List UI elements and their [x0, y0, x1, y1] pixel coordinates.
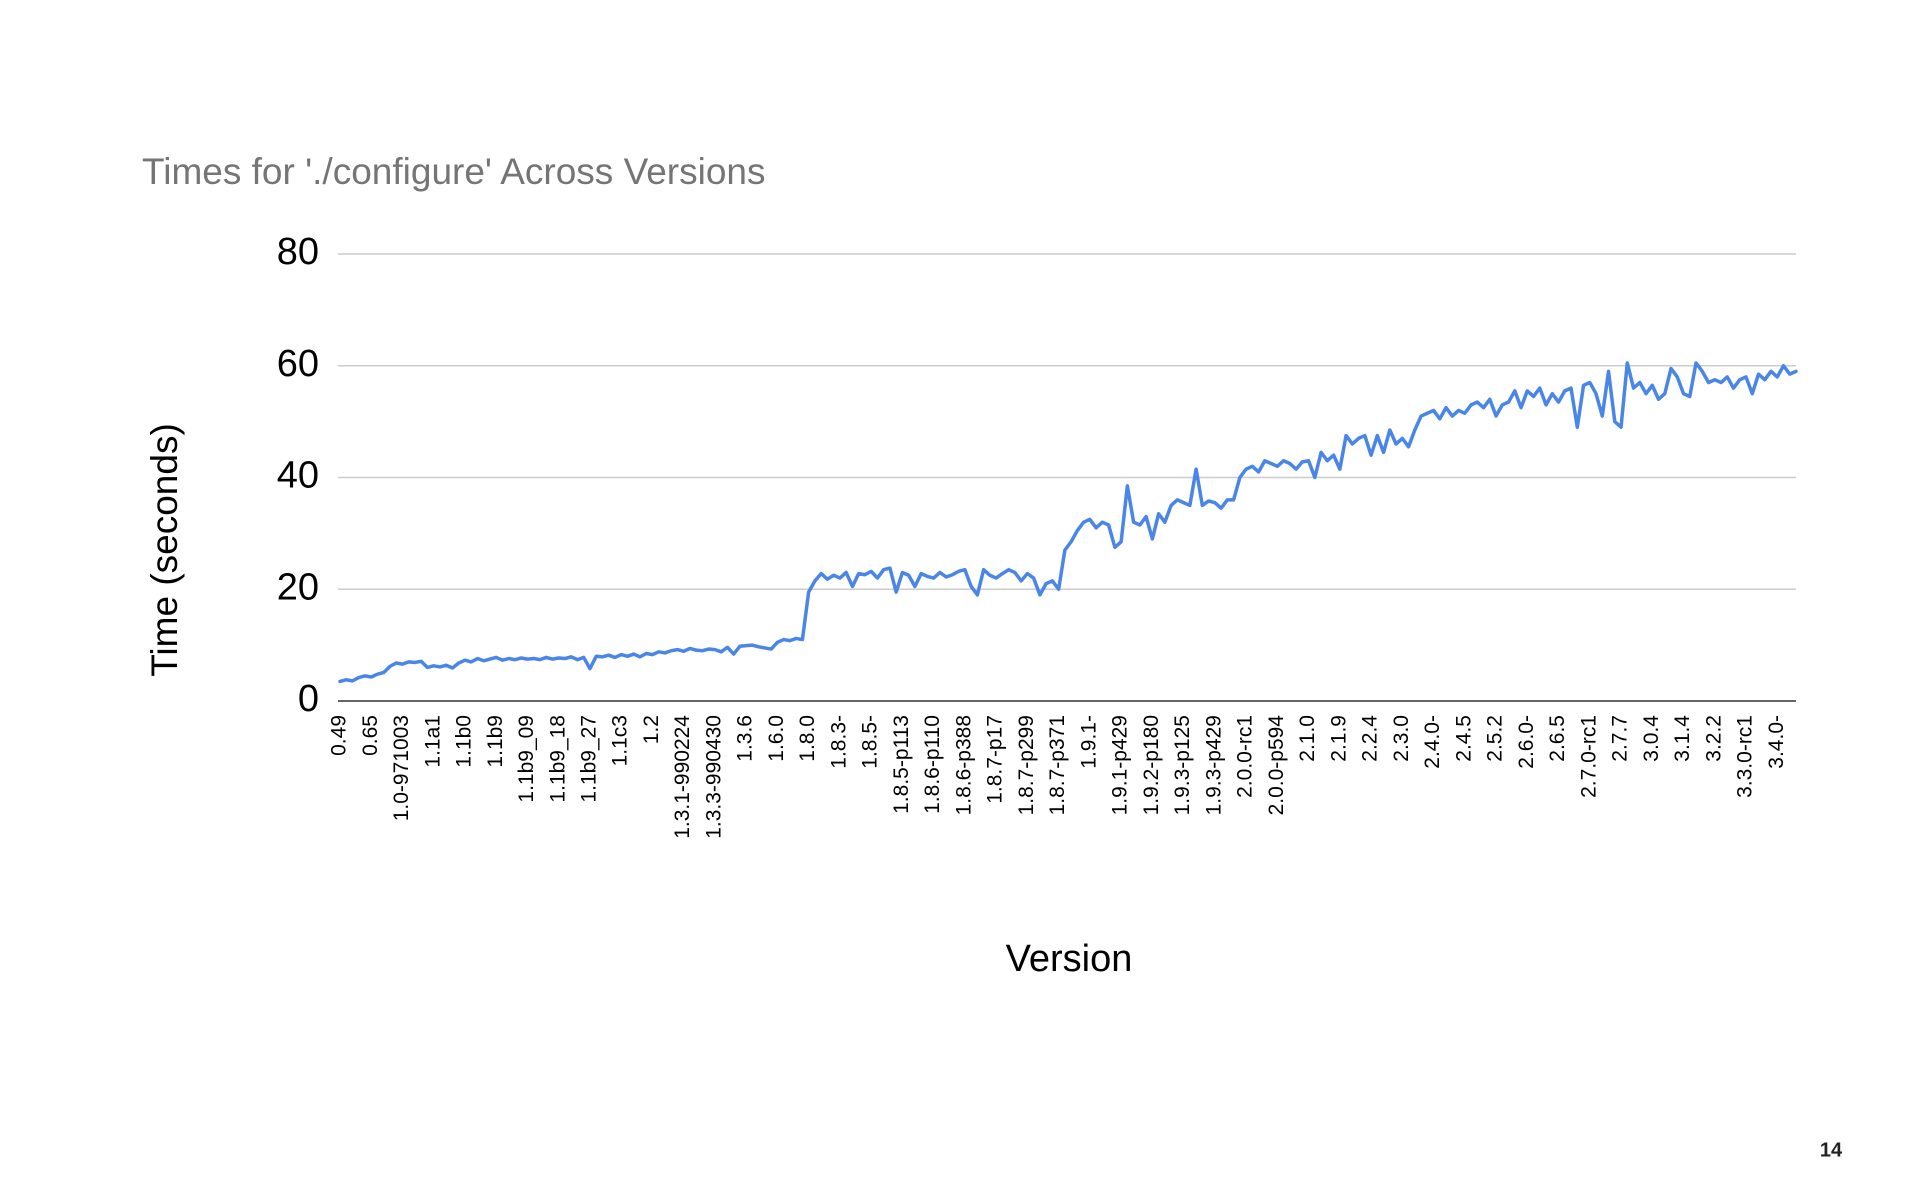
x-tick-label: 1.8.5- — [859, 715, 882, 769]
y-axis-title: Time (seconds) — [144, 423, 185, 677]
x-tick-label: 3.0.4 — [1640, 715, 1663, 762]
x-tick-label: 1.1b9_18 — [546, 715, 569, 803]
x-tick-label: 2.7.7 — [1609, 715, 1632, 762]
y-tick-label: 60 — [277, 343, 319, 385]
x-tick-label: 1.8.0 — [796, 715, 819, 762]
x-tick-label: 2.6.0- — [1515, 715, 1538, 769]
x-tick-label: 3.4.0- — [1765, 715, 1788, 769]
x-tick-label: 1.9.3-p429 — [1202, 715, 1225, 815]
x-tick-label: 1.1c3 — [609, 715, 632, 766]
x-tick-label: 3.2.2 — [1702, 715, 1725, 762]
x-tick-label: 1.1a1 — [421, 715, 444, 768]
x-tick-label: 2.4.0- — [1421, 715, 1444, 769]
y-tick-label: 80 — [277, 231, 319, 273]
x-tick-label: 1.8.6-p110 — [921, 715, 944, 814]
x-tick-label: 2.3.0 — [1390, 715, 1413, 762]
y-tick-label: 40 — [277, 455, 319, 497]
x-tick-label: 2.2.4 — [1359, 715, 1382, 762]
x-tick-label: 2.1.9 — [1327, 715, 1350, 762]
chart-title: Times for './configure' Across Versions — [142, 151, 766, 192]
x-tick-label: 2.5.2 — [1484, 715, 1507, 762]
x-tick-label: 2.6.5 — [1546, 715, 1569, 762]
x-tick-label: 1.8.7-p17 — [984, 715, 1007, 804]
x-tick-label: 1.3.6 — [734, 715, 757, 762]
x-tick-label: 0.65 — [359, 715, 382, 756]
x-tick-label: 2.0.0-rc1 — [1234, 715, 1257, 798]
x-tick-label: 3.1.4 — [1671, 715, 1694, 762]
page-number: 14 — [1820, 1139, 1843, 1161]
x-tick-label: 1.6.0 — [765, 715, 788, 762]
x-tick-label: 2.1.0 — [1296, 715, 1319, 762]
x-tick-label: 1.9.2-p180 — [1140, 715, 1163, 815]
x-tick-label: 1.1b0 — [453, 715, 476, 768]
x-tick-label: 1.8.3- — [827, 715, 850, 769]
x-tick-label: 1.9.1-p429 — [1109, 715, 1132, 815]
x-axis-title: Version — [1006, 938, 1133, 980]
x-tick-label: 1.1b9 — [484, 715, 507, 768]
x-tick-label: 1.9.3-p125 — [1171, 715, 1194, 815]
x-tick-label: 1.3.3-990430 — [702, 715, 725, 839]
x-tick-label: 1.9.1- — [1077, 715, 1100, 769]
x-tick-label: 1.8.5-p113 — [890, 715, 913, 814]
x-tick-label: 2.7.0-rc1 — [1577, 715, 1600, 798]
x-tick-label: 1.8.7-p371 — [1046, 715, 1069, 815]
x-tick-label: 2.4.5 — [1452, 715, 1475, 762]
x-tick-label: 0.49 — [328, 715, 351, 756]
x-tick-label: 1.2 — [640, 715, 663, 744]
x-tick-label: 1.0-971003 — [390, 715, 413, 821]
x-tick-label: 1.1b9_27 — [578, 715, 601, 803]
y-tick-label: 20 — [277, 566, 319, 608]
data-line — [338, 361, 1798, 684]
x-tick-label: 3.3.0-rc1 — [1734, 715, 1757, 798]
x-tick-label: 1.3.1-990224 — [671, 715, 694, 839]
y-tick-label: 0 — [298, 678, 319, 720]
x-tick-label: 2.0.0-p594 — [1265, 715, 1288, 816]
x-tick-label: 1.8.6-p388 — [952, 715, 975, 815]
x-tick-label: 1.1b9_09 — [515, 715, 538, 803]
x-tick-label: 1.8.7-p299 — [1015, 715, 1038, 815]
